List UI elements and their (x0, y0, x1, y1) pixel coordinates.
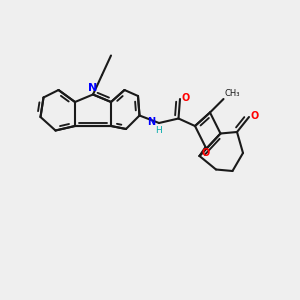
Text: O: O (250, 111, 259, 122)
Text: O: O (182, 93, 190, 103)
Text: N: N (88, 83, 98, 93)
Text: N: N (147, 117, 155, 128)
Text: O: O (202, 148, 210, 158)
Text: H: H (156, 126, 162, 135)
Text: CH₃: CH₃ (224, 88, 240, 98)
